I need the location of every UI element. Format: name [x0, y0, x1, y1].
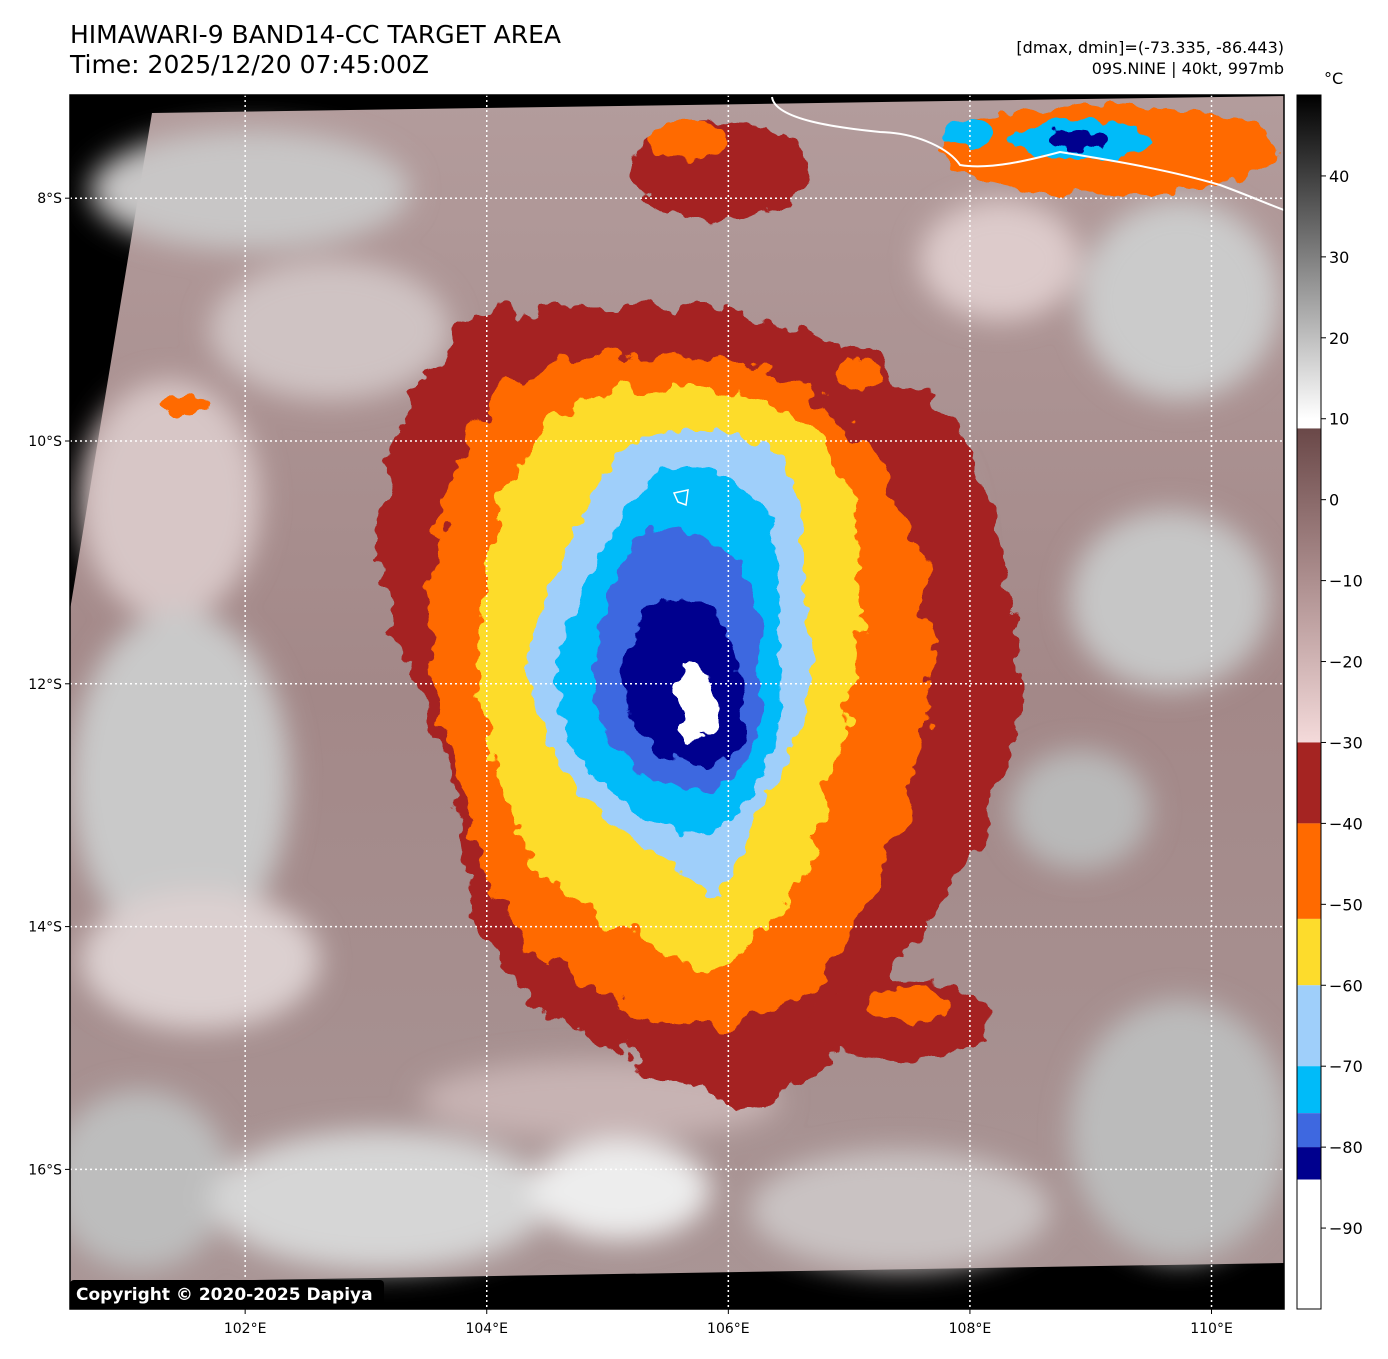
- colorbar-band: [1297, 823, 1321, 919]
- colorbar-tick-label: −50: [1329, 895, 1363, 914]
- colorbar-band: [1297, 918, 1321, 986]
- colorbar-tick-label: 0: [1329, 491, 1339, 510]
- latitude-axis: 8°S 10°S 12°S 14°S 16°S: [28, 191, 70, 1178]
- lat-tick-label: 10°S: [28, 434, 62, 450]
- colorbar-tick-label: −40: [1329, 814, 1363, 833]
- colorbar-tick-label: −60: [1329, 976, 1363, 995]
- colorbar-tick-label: 30: [1329, 248, 1349, 267]
- map-title: HIMAWARI-9 BAND14-CC TARGET AREA Time: 2…: [70, 20, 561, 80]
- cloud-texture: [70, 130, 1284, 1270]
- colorbar-band: [1297, 985, 1321, 1067]
- colorbar-tick-label: −80: [1329, 1138, 1363, 1157]
- colorbar-tick-label: −20: [1329, 653, 1363, 672]
- longitude-axis: 102°E 104°E 106°E 108°E 110°E: [224, 1309, 1233, 1337]
- lon-tick-label: 104°E: [465, 1321, 508, 1337]
- colorbar-tick-label: 10: [1329, 410, 1349, 429]
- colorbar-unit: °C: [1324, 69, 1343, 88]
- island-outline: [672, 489, 689, 507]
- graticule: [70, 95, 1284, 1309]
- colorbar-band: [1297, 1147, 1321, 1180]
- colorbar-tick-label: −90: [1329, 1219, 1363, 1238]
- plot-frame: [69, 94, 1285, 1310]
- title-line-1: HIMAWARI-9 BAND14-CC TARGET AREA: [70, 20, 562, 49]
- colorbar-tick-label: −70: [1329, 1057, 1363, 1076]
- colorbar-band: [1297, 95, 1321, 419]
- lon-tick-label: 108°E: [949, 1321, 992, 1337]
- colorbar-band: [1297, 742, 1321, 824]
- lat-tick-label: 12°S: [28, 677, 62, 693]
- colorbar: [1297, 95, 1321, 1309]
- colorbar-band: [1297, 1179, 1321, 1309]
- lon-tick-label: 102°E: [224, 1321, 267, 1337]
- colorbar-frame: [1296, 94, 1322, 1310]
- lat-tick-label: 14°S: [28, 920, 62, 936]
- colorbar-tick-label: 20: [1329, 329, 1349, 348]
- info-dmax-dmin: [dmax, dmin]=(-73.335, -86.443): [1016, 38, 1284, 57]
- cold-core: [529, 430, 812, 900]
- colorbar-band: [1297, 428, 1321, 743]
- storm-info: [dmax, dmin]=(-73.335, -86.443) 09S.NINE…: [1016, 37, 1284, 79]
- copyright-box: [70, 1280, 384, 1308]
- colorbar-tick-label: −30: [1329, 733, 1363, 752]
- outer-convection: [155, 105, 1280, 1060]
- title-line-2: Time: 2025/12/20 07:45:00Z: [70, 50, 429, 79]
- coastline: [771, 96, 1284, 211]
- lon-tick-label: 106°E: [707, 1321, 750, 1337]
- colorbar-band: [1297, 1113, 1321, 1148]
- info-storm-summary: 09S.NINE | 40kt, 997mb: [1091, 59, 1284, 78]
- copyright-text: Copyright © 2020-2025 Dapiya: [76, 1285, 373, 1305]
- colorbar-ticks: 40 30 20 10 0 −10 −20 −30 −40 −50 −60 −70 −80 −90: [1321, 167, 1363, 1238]
- lon-tick-label: 110°E: [1190, 1321, 1233, 1337]
- colorbar-tick-label: −10: [1329, 572, 1363, 591]
- lat-tick-label: 16°S: [28, 1162, 62, 1178]
- colorbar-tick-label: 40: [1329, 167, 1349, 186]
- imagery-layer: [70, 95, 1284, 1309]
- colorbar-band: [1297, 1066, 1321, 1114]
- lat-tick-label: 8°S: [37, 191, 62, 207]
